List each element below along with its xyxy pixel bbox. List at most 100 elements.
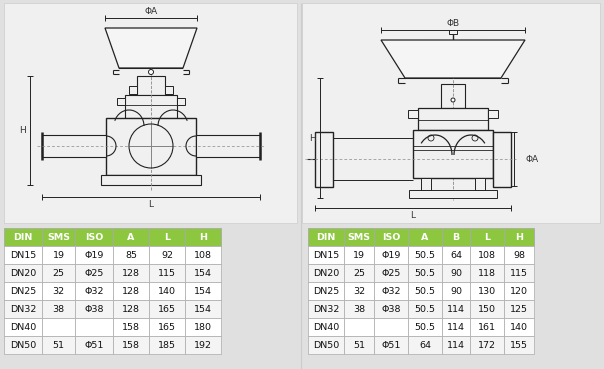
Text: 51: 51 <box>53 341 65 349</box>
Bar <box>408 336 442 354</box>
Bar <box>4 336 42 354</box>
Bar <box>4 246 42 264</box>
Text: A: A <box>422 232 429 241</box>
Text: 90: 90 <box>450 286 462 296</box>
Bar <box>344 300 374 318</box>
Bar <box>4 264 42 282</box>
Bar <box>442 246 470 264</box>
Polygon shape <box>105 28 197 68</box>
Text: 125: 125 <box>510 304 528 314</box>
Bar <box>196 135 200 157</box>
Bar <box>42 264 75 282</box>
Circle shape <box>149 69 153 75</box>
Bar <box>421 178 431 190</box>
Bar <box>75 336 113 354</box>
Bar <box>196 135 260 157</box>
Text: Φ19: Φ19 <box>381 251 400 259</box>
Bar <box>470 282 504 300</box>
Bar <box>374 336 408 354</box>
Text: 19: 19 <box>53 251 65 259</box>
Bar <box>185 246 221 264</box>
Text: L: L <box>411 210 416 220</box>
Text: DN25: DN25 <box>10 286 36 296</box>
Bar <box>42 246 75 264</box>
Bar <box>149 300 185 318</box>
Text: 108: 108 <box>194 251 212 259</box>
Text: L: L <box>484 232 490 241</box>
Bar <box>493 132 511 187</box>
Polygon shape <box>381 40 525 78</box>
Bar <box>4 3 297 223</box>
Bar <box>344 264 374 282</box>
Bar <box>344 246 374 264</box>
Text: 120: 120 <box>510 286 528 296</box>
Text: 50.5: 50.5 <box>414 269 435 277</box>
Bar <box>185 300 221 318</box>
Bar <box>308 318 344 336</box>
Text: SMS: SMS <box>347 232 370 241</box>
Bar <box>149 228 185 246</box>
Bar <box>149 336 185 354</box>
Text: 50.5: 50.5 <box>414 251 435 259</box>
Bar <box>408 318 442 336</box>
Bar <box>75 282 113 300</box>
Bar <box>75 246 113 264</box>
Bar <box>113 336 149 354</box>
Text: 85: 85 <box>125 251 137 259</box>
Text: 114: 114 <box>447 304 465 314</box>
Text: DN20: DN20 <box>313 269 339 277</box>
Bar <box>374 246 408 264</box>
Bar <box>302 3 600 223</box>
Bar <box>408 228 442 246</box>
Bar <box>75 228 113 246</box>
Text: 114: 114 <box>447 341 465 349</box>
Bar <box>113 264 149 282</box>
Bar <box>504 300 534 318</box>
Text: L: L <box>164 232 170 241</box>
Text: 158: 158 <box>122 341 140 349</box>
Bar <box>149 264 185 282</box>
Text: 155: 155 <box>510 341 528 349</box>
Text: ISO: ISO <box>85 232 103 241</box>
Bar <box>442 282 470 300</box>
Bar <box>308 246 344 264</box>
Bar <box>4 228 42 246</box>
Bar <box>344 282 374 300</box>
Text: DN15: DN15 <box>313 251 339 259</box>
Bar <box>408 282 442 300</box>
Bar <box>408 246 442 264</box>
Bar <box>418 108 488 130</box>
Bar <box>308 300 344 318</box>
Bar <box>442 300 470 318</box>
Text: 50.5: 50.5 <box>414 304 435 314</box>
Text: 25: 25 <box>53 269 65 277</box>
Bar <box>409 190 497 198</box>
Bar <box>4 318 42 336</box>
Bar <box>149 318 185 336</box>
Bar <box>308 264 344 282</box>
Text: 140: 140 <box>510 323 528 331</box>
Text: DN40: DN40 <box>313 323 339 331</box>
Text: DN32: DN32 <box>313 304 339 314</box>
Text: A: A <box>127 232 135 241</box>
Bar <box>185 264 221 282</box>
Text: 25: 25 <box>353 269 365 277</box>
Bar <box>42 282 75 300</box>
Text: ΦA: ΦA <box>525 155 538 163</box>
Bar <box>442 264 470 282</box>
Bar <box>470 228 504 246</box>
Circle shape <box>451 98 455 102</box>
Text: DN50: DN50 <box>10 341 36 349</box>
Bar <box>106 118 196 175</box>
Bar <box>75 264 113 282</box>
Text: L: L <box>149 200 153 208</box>
Text: H: H <box>19 126 25 135</box>
Text: 154: 154 <box>194 286 212 296</box>
Text: 150: 150 <box>478 304 496 314</box>
Bar <box>504 336 534 354</box>
Bar <box>185 228 221 246</box>
Bar <box>344 336 374 354</box>
Bar <box>185 282 221 300</box>
Bar <box>470 264 504 282</box>
Text: DIN: DIN <box>316 232 336 241</box>
